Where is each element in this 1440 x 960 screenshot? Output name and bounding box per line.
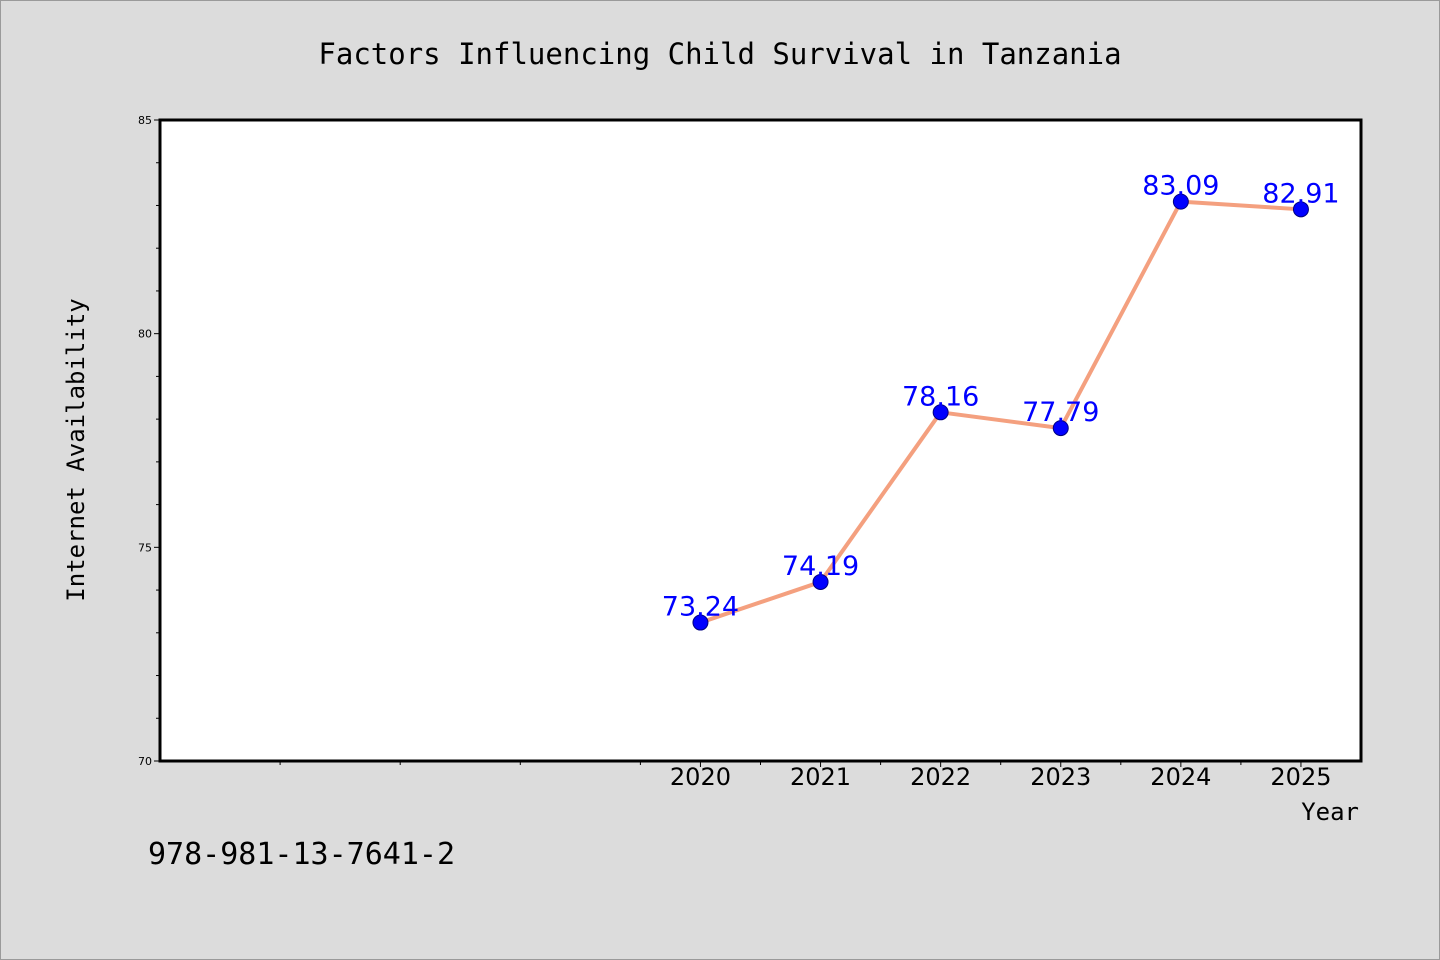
series-line — [698, 199, 1303, 625]
x-tick-label: 2021 — [790, 763, 851, 791]
x-tick-label: 2025 — [1270, 763, 1331, 791]
x-tick-label: 2020 — [670, 763, 731, 791]
data-label: 83.09 — [1142, 171, 1219, 202]
data-labels: 73.24 74.19 78.16 77.79 83.09 82.91 — [662, 171, 1340, 623]
y-tick-label: 80 — [138, 328, 152, 341]
y-tick-label: 75 — [138, 541, 152, 554]
x-tick-label: 2022 — [910, 763, 971, 791]
y-axis-label: Internet Availability — [62, 298, 90, 601]
data-point — [1052, 420, 1069, 437]
chart-title: Factors Influencing Child Survival in Ta… — [318, 37, 1121, 71]
data-label: 77.79 — [1022, 397, 1099, 428]
footnote-isbn: 978-981-13-7641-2 — [148, 837, 455, 872]
data-label: 78.16 — [902, 381, 979, 412]
y-tick-label: 70 — [138, 755, 152, 768]
plot-area — [160, 120, 1361, 761]
x-tick-label: 2023 — [1030, 763, 1091, 791]
plot-border — [158, 118, 1363, 763]
y-tick-label: 85 — [138, 114, 152, 127]
data-point — [1172, 193, 1189, 210]
x-axis-ticks: 2020 2021 2022 2023 2024 2025 — [670, 761, 1331, 791]
x-tick-label: 2024 — [1150, 763, 1211, 791]
x-axis-label: Year — [1301, 798, 1359, 826]
data-point — [932, 404, 949, 421]
data-points — [692, 193, 1309, 631]
data-label: 74.19 — [782, 551, 859, 582]
y-axis-ticks: 70 75 80 85 — [138, 114, 160, 768]
data-point — [812, 573, 829, 590]
data-point — [692, 614, 709, 631]
data-point — [1292, 201, 1309, 218]
data-label: 73.24 — [662, 592, 739, 623]
data-label: 82.91 — [1262, 178, 1339, 209]
